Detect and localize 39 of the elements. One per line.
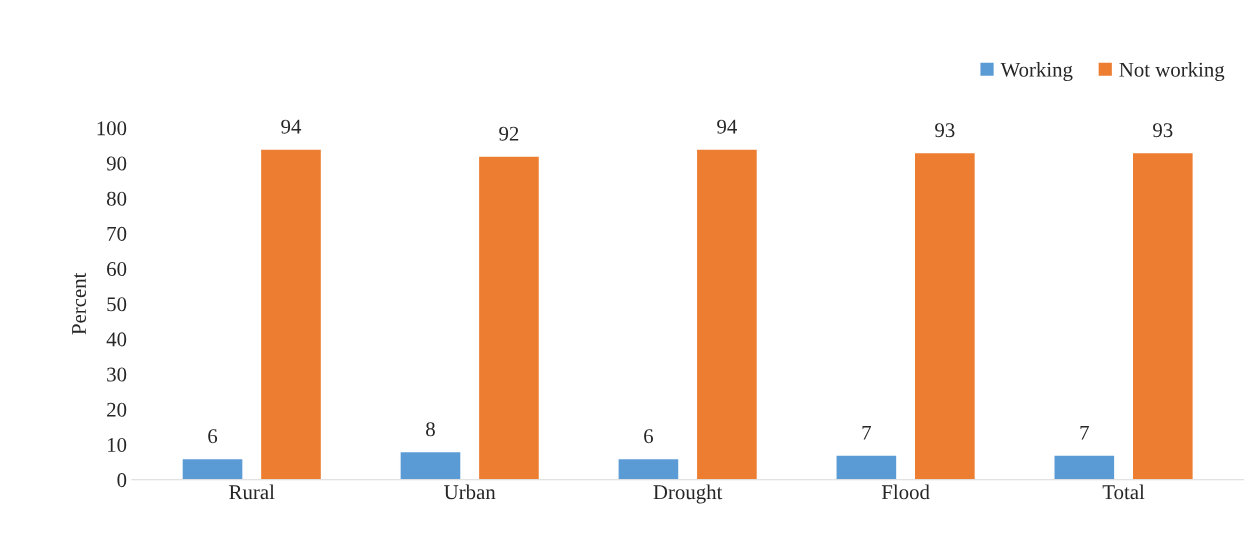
x-tick-label: Rural	[229, 484, 275, 500]
data-label: 6	[208, 429, 218, 444]
data-label: 7	[862, 425, 871, 440]
data-label: 7	[1080, 425, 1089, 440]
y-tick-label: 80	[106, 191, 127, 206]
y-tick-label: 0	[117, 473, 127, 488]
y-tick-label: 100	[97, 121, 127, 136]
x-tick-label: Drought	[653, 484, 723, 504]
data-label: 94	[281, 119, 302, 134]
bar	[259, 148, 323, 480]
legend-label: Working	[1000, 62, 1073, 82]
y-tick-label: 70	[107, 226, 127, 241]
y-tick-label: 60	[107, 262, 127, 277]
bar	[835, 454, 898, 480]
data-label: 6	[644, 429, 654, 444]
y-tick-label: 10	[108, 437, 127, 452]
y-tick-label: 90	[106, 156, 127, 171]
y-tick-label: 20	[107, 402, 127, 417]
y-tick-label: 30	[107, 367, 127, 382]
bar	[617, 457, 680, 480]
bar	[477, 155, 541, 480]
data-label: 93	[1153, 123, 1173, 138]
x-tick-label: Flood	[881, 484, 930, 500]
x-tick-label: Total	[1102, 484, 1145, 500]
bar	[1131, 151, 1195, 480]
data-label: 8	[426, 422, 435, 437]
data-label: 93	[935, 123, 955, 138]
bar	[695, 148, 759, 480]
bar	[399, 450, 462, 480]
bar	[181, 457, 244, 480]
data-label: 94	[717, 119, 737, 134]
bar	[913, 151, 977, 480]
bar	[1053, 454, 1116, 480]
y-axis-title: Percent	[72, 272, 86, 335]
y-tick-label: 40	[106, 332, 127, 347]
data-label: 92	[499, 126, 519, 141]
legend-label: Not working	[1119, 62, 1225, 82]
x-tick-label: Urban	[444, 484, 496, 500]
y-tick-label: 50	[107, 297, 127, 312]
